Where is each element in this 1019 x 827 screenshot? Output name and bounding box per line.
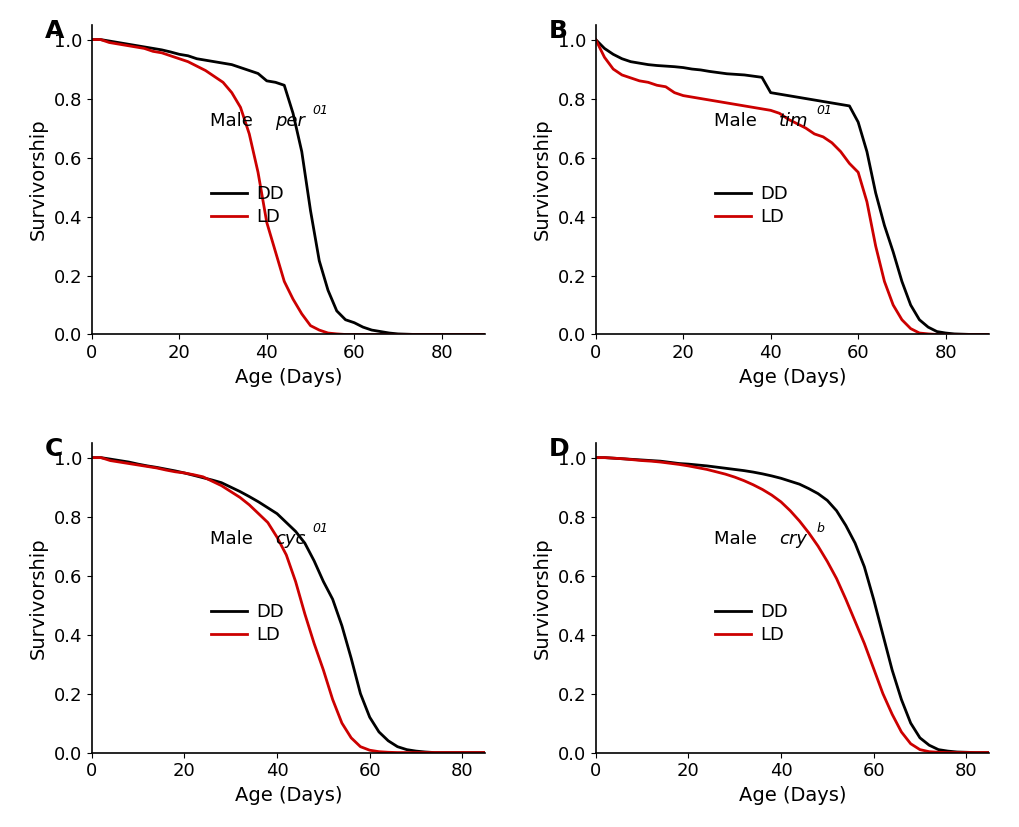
Legend: DD, LD: DD, LD [211,185,283,227]
Text: D: D [548,437,569,461]
X-axis label: Age (Days): Age (Days) [738,368,846,387]
Text: A: A [45,19,64,43]
Text: b: b [815,522,823,535]
Text: C: C [45,437,63,461]
Y-axis label: Survivorship: Survivorship [29,119,48,241]
Text: 01: 01 [312,522,328,535]
Text: tim: tim [779,112,807,130]
X-axis label: Age (Days): Age (Days) [234,786,342,805]
Text: 01: 01 [312,103,328,117]
Text: 01: 01 [815,103,832,117]
X-axis label: Age (Days): Age (Days) [234,368,342,387]
Text: Male: Male [713,529,761,547]
Legend: DD, LD: DD, LD [714,603,787,644]
Y-axis label: Survivorship: Survivorship [532,537,551,658]
Text: cyc: cyc [274,529,305,547]
Text: Male: Male [713,112,761,130]
Text: B: B [548,19,567,43]
Text: Male: Male [210,529,258,547]
Y-axis label: Survivorship: Survivorship [29,537,48,658]
Legend: DD, LD: DD, LD [714,185,787,227]
Legend: DD, LD: DD, LD [211,603,283,644]
Text: per: per [274,112,305,130]
Text: Male: Male [210,112,258,130]
X-axis label: Age (Days): Age (Days) [738,786,846,805]
Y-axis label: Survivorship: Survivorship [532,119,551,241]
Text: cry: cry [779,529,806,547]
